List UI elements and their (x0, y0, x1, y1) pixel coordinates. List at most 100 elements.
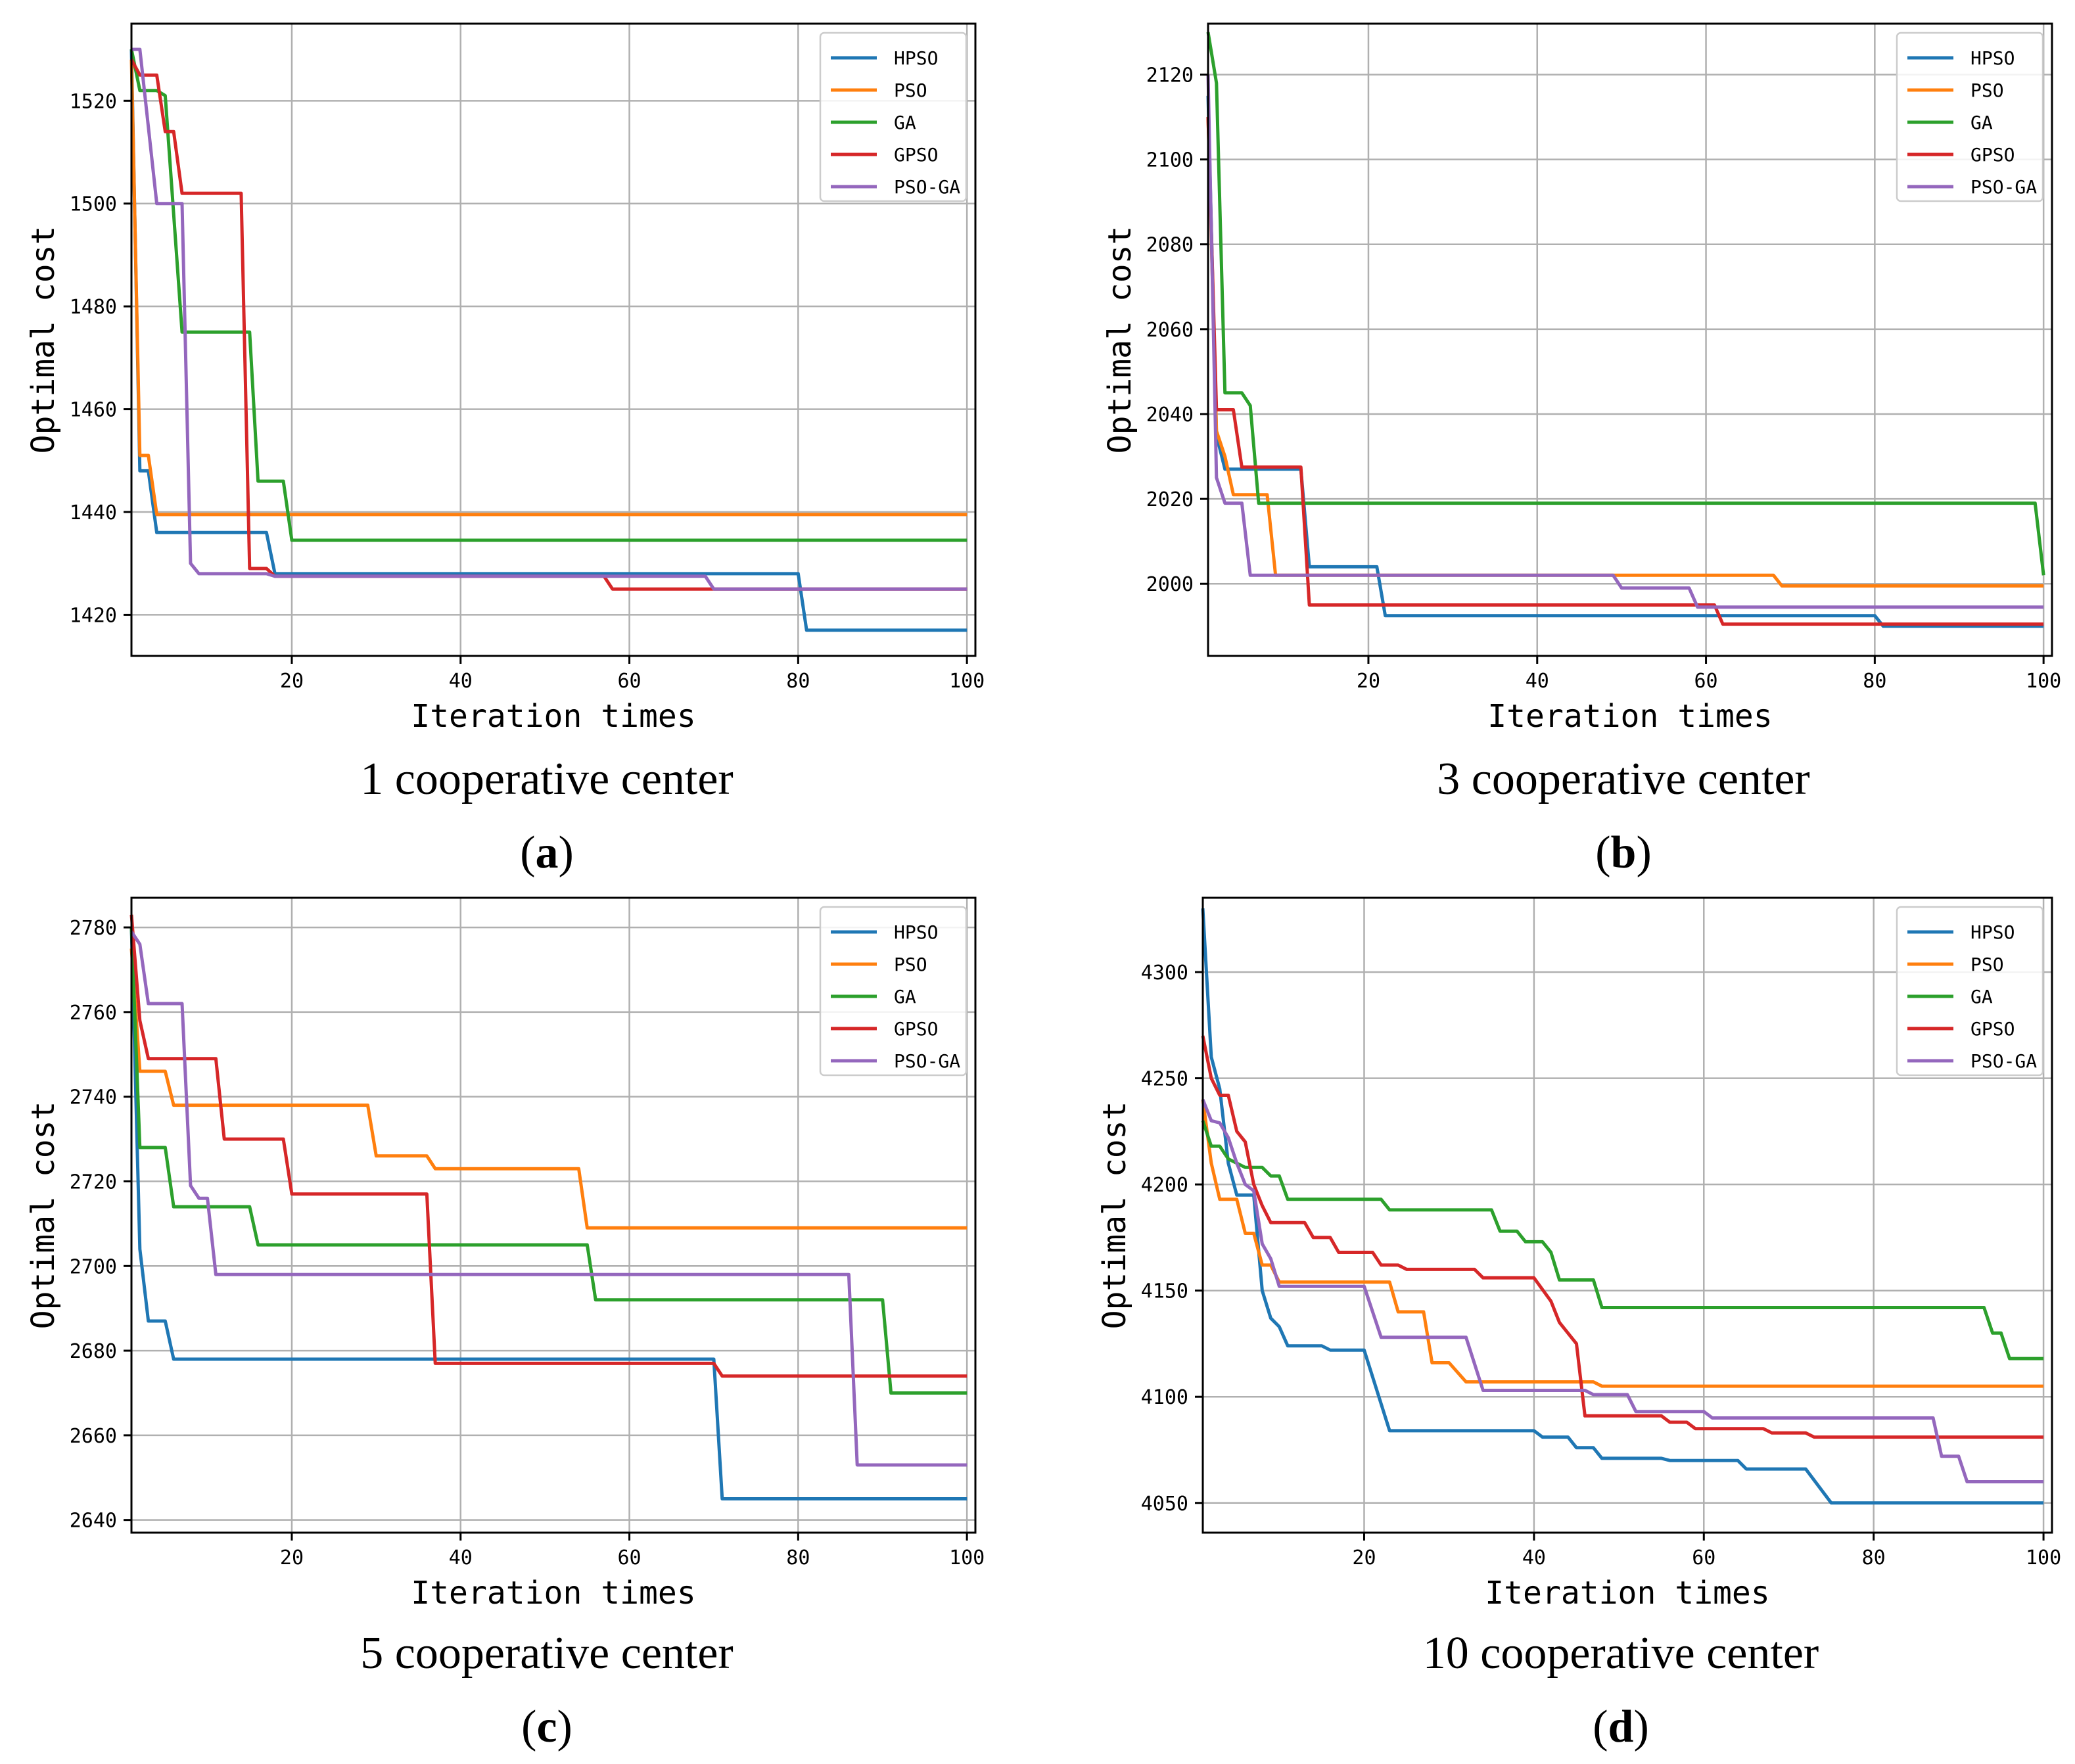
legend-label-ga: GA (1970, 986, 1993, 1008)
legend-label-hpso: HPSO (1970, 921, 2015, 943)
legend-box (819, 32, 968, 202)
y-tick-label: 4250 (1141, 1068, 1188, 1091)
panel-label: (b) (1595, 827, 1652, 878)
x-tick-label: 100 (2026, 670, 2061, 693)
x-tick-label: 60 (617, 1546, 641, 1569)
legend-label-pso: PSO (1970, 954, 2004, 975)
x-tick-label: 40 (449, 670, 473, 693)
y-tick-label: 2780 (70, 917, 117, 940)
x-tick-label: 80 (1862, 1546, 1886, 1569)
legend-label-hpso: HPSO (894, 47, 938, 69)
panel-label-letter: b (1611, 827, 1637, 878)
x-tick-label: 40 (1522, 1546, 1546, 1569)
series-line-hpso (129, 927, 968, 1500)
plot-frame (130, 22, 977, 657)
legend-label-gpso: GPSO (894, 1018, 938, 1040)
chart-panel-c: 20 40 60 80 100 2640 2660 2680 2700 2720 2740 2760 2… (25, 896, 985, 1752)
series-line-hpso (1201, 908, 2044, 1505)
legend-label-pso: PSO (894, 954, 927, 975)
legend-box (819, 906, 968, 1077)
y-tick-label: 2120 (1146, 64, 1194, 87)
series-line-ga (1206, 32, 2045, 576)
legend-label-ga: GA (1970, 112, 1993, 133)
panel-label-open-paren: ( (520, 827, 535, 878)
y-axis-label: Optimal cost (1096, 1102, 1133, 1330)
x-tick-label: 100 (2026, 1546, 2061, 1569)
x-axis-label: Iteration times (1485, 1575, 1769, 1612)
y-tick-label: 1440 (70, 501, 117, 524)
legend-label-hpso: HPSO (894, 921, 938, 943)
legend-label-gpso: GPSO (1970, 1018, 2015, 1040)
legend: HPSO PSO GA GPSO PSO-GA (819, 906, 968, 1077)
y-tick-label: 2760 (70, 1002, 117, 1025)
y-tick-label: 2740 (70, 1086, 117, 1109)
series-line-pso-ga (1206, 74, 2044, 609)
panel-label-open-paren: ( (1593, 1702, 1608, 1752)
y-tick-label: 2100 (1146, 149, 1194, 172)
chart-panel-a: 20 40 60 80 100 1420 1440 1460 1480 1500 1520 Itera… (25, 22, 985, 878)
y-tick-label: 2640 (70, 1510, 117, 1533)
panel-label: (c) (521, 1702, 572, 1752)
panel-label: (a) (520, 827, 574, 878)
x-tick-label: 20 (1357, 670, 1380, 693)
legend: HPSO PSO GA GPSO PSO-GA (819, 32, 968, 202)
series-line-hpso (1206, 95, 2044, 628)
series-line-pso (129, 948, 968, 1230)
legend-label-pso-ga: PSO-GA (894, 176, 960, 198)
series-line-hpso (129, 49, 968, 632)
series-line-pso-ga (129, 931, 968, 1467)
series-line-pso-ga (131, 47, 968, 591)
series-line-ga (129, 927, 968, 1395)
legend-label-pso-ga: PSO-GA (1970, 1050, 2037, 1072)
x-axis-label: Iteration times (1487, 698, 1772, 735)
legend-label-pso: PSO (894, 80, 927, 101)
legend-label-gpso: GPSO (1970, 144, 2015, 166)
legend-label-pso-ga: PSO-GA (1970, 176, 2037, 198)
x-tick-label: 100 (949, 670, 985, 693)
y-tick-label: 2060 (1146, 319, 1194, 342)
x-tick-label: 40 (1526, 670, 1549, 693)
x-tick-label: 60 (617, 670, 641, 693)
panel-caption: 3 cooperative center (1437, 754, 1809, 804)
panel-label: (d) (1593, 1702, 1649, 1752)
y-tick-label: 1480 (70, 296, 117, 319)
y-tick-label: 4050 (1141, 1493, 1188, 1516)
series-line-gpso (1201, 1035, 2044, 1439)
panel-label-close-paren: ) (559, 827, 574, 878)
y-tick-label: 1500 (70, 193, 117, 216)
plot-frame (1207, 22, 2053, 657)
y-tick-label: 1460 (70, 399, 117, 422)
y-tick-label: 1420 (70, 604, 117, 627)
y-tick-label: 4150 (1141, 1280, 1188, 1303)
panel-label-close-paren: ) (1633, 1702, 1648, 1752)
y-tick-label: 2020 (1146, 488, 1194, 511)
panel-label-letter: c (536, 1702, 557, 1752)
series-line-ga (1201, 1120, 2044, 1360)
y-tick-label: 2080 (1146, 234, 1194, 257)
x-axis-label: Iteration times (411, 698, 695, 735)
panel-label-open-paren: ( (1595, 827, 1610, 878)
x-tick-label: 80 (786, 1546, 810, 1569)
y-tick-label: 4100 (1141, 1386, 1188, 1409)
panel-caption: 10 cooperative center (1423, 1628, 1819, 1679)
panel-label-close-paren: ) (557, 1702, 572, 1752)
legend-label-ga: GA (894, 112, 916, 133)
legend: HPSO PSO GA GPSO PSO-GA (1896, 906, 2044, 1077)
y-tick-label: 4200 (1141, 1174, 1188, 1197)
legend-box (1896, 906, 2044, 1077)
legend-label-hpso: HPSO (1970, 47, 2015, 69)
series-line-pso (1201, 1099, 2044, 1388)
y-tick-label: 2040 (1146, 404, 1194, 427)
y-tick-label: 1520 (70, 90, 117, 113)
x-tick-label: 60 (1692, 1546, 1715, 1569)
panel-label-close-paren: ) (1636, 827, 1651, 878)
x-tick-label: 20 (280, 670, 304, 693)
panel-caption: 5 cooperative center (360, 1628, 733, 1679)
legend-label-pso: PSO (1970, 80, 2004, 101)
legend-label-ga: GA (894, 986, 916, 1008)
y-tick-label: 2720 (70, 1171, 117, 1194)
panel-label-letter: d (1608, 1702, 1634, 1752)
series-line-gpso (129, 914, 968, 1378)
y-axis-label: Optimal cost (1102, 226, 1138, 454)
x-tick-label: 20 (1352, 1546, 1376, 1569)
